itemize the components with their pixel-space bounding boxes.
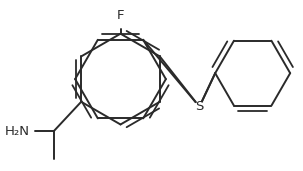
Text: F: F xyxy=(117,9,124,22)
Text: H₂N: H₂N xyxy=(5,125,30,138)
Text: S: S xyxy=(195,100,204,113)
